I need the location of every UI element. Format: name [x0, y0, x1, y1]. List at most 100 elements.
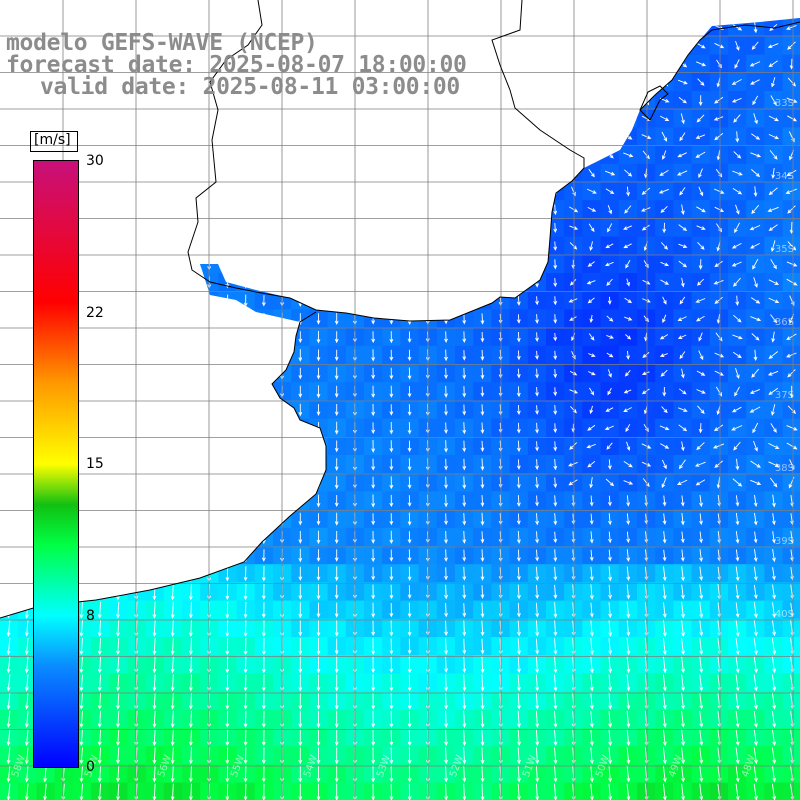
- wind-speed-cell: [673, 18, 693, 37]
- wind-speed-cell: [455, 109, 474, 128]
- latitude-label: 36S: [774, 317, 794, 328]
- wind-arrow: [626, 566, 631, 582]
- wind-arrow: [624, 297, 633, 304]
- wind-arrow: [261, 440, 266, 453]
- wind-speed-cell: [309, 18, 329, 19]
- wind-speed-cell: [218, 163, 238, 183]
- wind-arrow: [225, 601, 230, 619]
- wind-arrow: [553, 95, 558, 106]
- wind-arrow: [25, 512, 29, 527]
- wind-speed-cell: [527, 163, 547, 183]
- wind-arrow: [334, 222, 339, 235]
- wind-speed-cell: [309, 291, 329, 310]
- wind-arrow: [680, 549, 685, 562]
- wind-speed-cell: [400, 200, 420, 219]
- wind-arrow: [462, 710, 467, 728]
- wind-arrow: [407, 440, 412, 453]
- wind-speed-cell: [527, 54, 547, 74]
- wind-arrow: [298, 277, 303, 289]
- wind-arrow: [261, 240, 266, 253]
- wind-speed-cell: [0, 491, 19, 511]
- wind-arrow: [714, 133, 724, 141]
- wind-arrow: [444, 313, 448, 325]
- wind-arrow: [535, 584, 540, 600]
- wind-arrow: [535, 40, 539, 52]
- wind-arrow: [553, 41, 558, 51]
- wind-arrow: [480, 656, 485, 674]
- wind-arrow: [569, 78, 578, 86]
- wind-arrow: [6, 203, 11, 217]
- wind-arrow: [462, 259, 467, 270]
- wind-arrow: [623, 480, 634, 485]
- wind-speed-cell: [400, 109, 420, 128]
- wind-arrow: [6, 403, 11, 417]
- wind-arrow: [170, 729, 175, 747]
- wind-speed-cell: [582, 36, 602, 56]
- wind-arrow: [298, 222, 303, 234]
- wind-arrow: [298, 747, 303, 765]
- wind-arrow: [24, 747, 29, 765]
- wind-arrow: [590, 638, 594, 656]
- wind-speed-cell: [291, 109, 310, 128]
- wind-speed-cell: [254, 382, 274, 401]
- colorbar-tick-label: 0: [86, 759, 95, 775]
- wind-arrow: [604, 79, 615, 85]
- wind-arrow: [681, 619, 686, 637]
- wind-arrow: [605, 407, 614, 412]
- wind-arrow: [6, 656, 11, 674]
- wind-arrow: [261, 204, 266, 216]
- title-model: modelo GEFS-WAVE (NCEP): [6, 30, 318, 56]
- wind-arrow: [553, 167, 558, 179]
- wind-speed-cell: [127, 218, 147, 238]
- wind-arrow: [463, 5, 466, 14]
- wind-speed-cell: [509, 218, 529, 238]
- wind-arrow: [588, 59, 595, 69]
- wind-arrow: [334, 404, 339, 417]
- wind-speed-cell: [0, 436, 19, 456]
- wind-arrow: [407, 167, 412, 180]
- wind-speed-cell: [200, 546, 219, 565]
- wind-arrow: [152, 765, 157, 783]
- wind-arrow: [189, 113, 193, 125]
- wind-arrow: [116, 494, 120, 508]
- wind-arrow: [243, 747, 248, 765]
- wind-speed-cell: [163, 382, 183, 401]
- wind-arrow: [535, 76, 539, 88]
- wind-arrow: [371, 422, 376, 435]
- wind-speed-cell: [109, 127, 128, 147]
- wind-arrow: [767, 370, 779, 376]
- wind-arrow: [79, 312, 84, 326]
- wind-speed-cell: [637, 91, 656, 110]
- wind-arrow: [517, 710, 521, 728]
- wind-arrow: [371, 331, 376, 344]
- wind-arrow: [407, 22, 412, 34]
- wind-speed-cell: [145, 273, 165, 292]
- wind-arrow: [735, 619, 740, 637]
- wind-arrow: [606, 352, 614, 358]
- wind-arrow: [768, 224, 778, 232]
- wind-arrow: [116, 656, 120, 674]
- wind-arrow: [553, 113, 558, 125]
- wind-arrow: [189, 330, 193, 344]
- wind-arrow: [535, 495, 539, 507]
- colorbar-tick-label: 8: [86, 607, 95, 624]
- wind-arrow: [771, 404, 776, 416]
- wind-arrow: [699, 710, 704, 728]
- wind-arrow: [770, 95, 777, 106]
- wind-arrow: [553, 458, 558, 471]
- wind-arrow: [444, 710, 449, 728]
- wind-arrow: [334, 313, 339, 326]
- wind-arrow: [662, 638, 667, 656]
- wind-arrow: [444, 765, 449, 783]
- wind-arrow: [553, 674, 558, 692]
- wind-arrow: [79, 765, 84, 783]
- wind-arrow: [371, 185, 376, 198]
- wind-arrow: [714, 206, 724, 212]
- wind-arrow: [116, 638, 120, 656]
- wind-arrow: [25, 294, 29, 308]
- wind-arrow: [771, 77, 776, 88]
- wind-arrow: [662, 710, 667, 728]
- wind-speed-cell: [0, 509, 19, 529]
- wind-arrow: [371, 584, 376, 600]
- wind-arrow: [261, 458, 266, 471]
